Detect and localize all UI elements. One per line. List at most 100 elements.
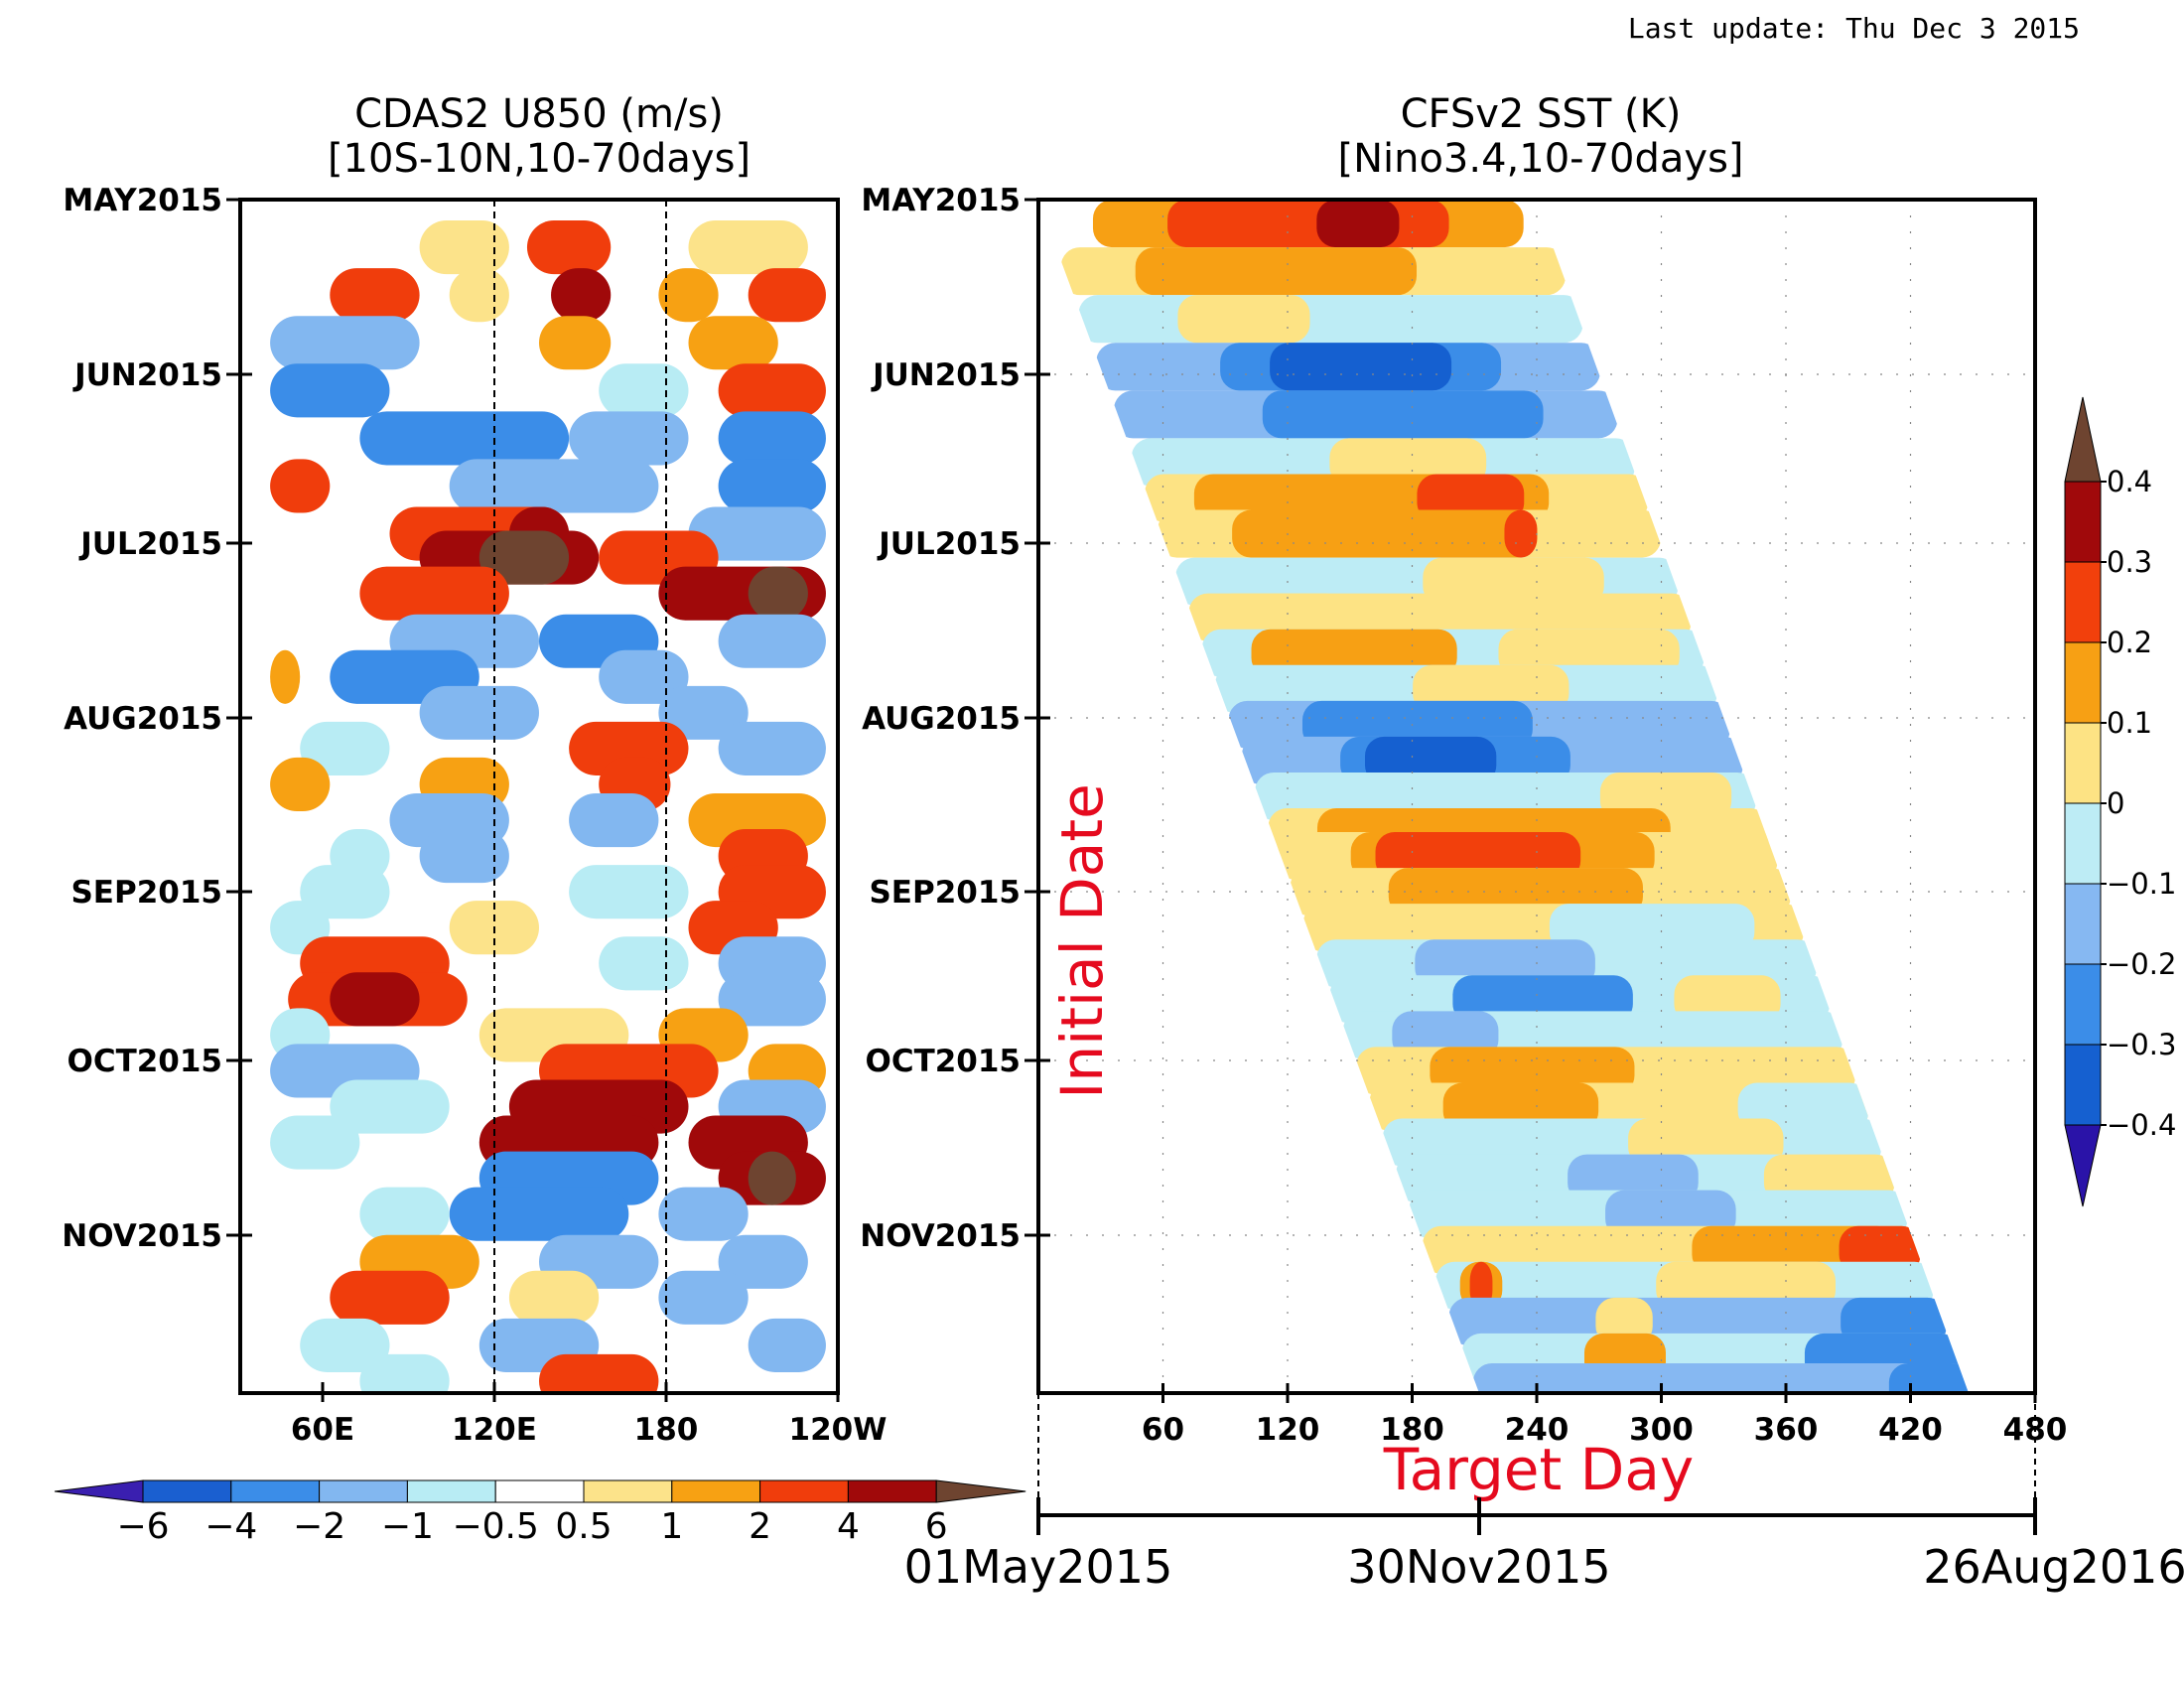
u850-ytick-label-4: SEP2015 <box>70 875 222 911</box>
sst-cell-29-2 <box>1841 1297 1947 1345</box>
u850-cell-3-2 <box>718 363 826 418</box>
u850-xtick-label-1: 120E <box>452 1412 537 1448</box>
sst-cell-29-0 <box>1448 1297 1947 1345</box>
sst-cbar-seg-5 <box>2064 883 2102 965</box>
u850-cell-2-1 <box>539 316 612 370</box>
u850-cell-16-0 <box>300 865 390 919</box>
u850-cbar-label-9: 6 <box>925 1506 948 1547</box>
u850-cell-29-1 <box>359 1353 450 1393</box>
sst-ytick-label-1: JUN2015 <box>871 357 1021 393</box>
u850-cell-16-1 <box>569 865 689 919</box>
sst-x-axis: 60 120 180 240 300 360 420 480 <box>1142 1383 2067 1448</box>
u850-cell-2-0 <box>270 316 420 370</box>
sst-cell-2-1 <box>1177 295 1310 344</box>
u850-cell-27-1 <box>508 1270 600 1325</box>
u850-ytick-label-2: JUL2015 <box>78 526 222 562</box>
u850-cell-28-0 <box>300 1318 390 1372</box>
u850-cell-1-0 <box>551 268 612 323</box>
sst-cbar-seg-1 <box>2064 561 2102 643</box>
u850-ytick-label-6: NOV2015 <box>62 1218 222 1254</box>
u850-cbar-label-8: 4 <box>837 1506 860 1547</box>
target-day-label: Target Day <box>1383 1436 1694 1503</box>
u850-cbar-seg-9 <box>847 1479 937 1503</box>
u850-y-axis: MAY2015 JUN2015 JUL2015 AUG2015 SEP2015 OCT20… <box>62 183 252 1254</box>
u850-xtick-label-0: 60E <box>291 1412 354 1448</box>
u850-xtick-label-2: 180 <box>634 1412 699 1448</box>
u850-cell-19-2 <box>718 972 826 1027</box>
sst-cell-6-2 <box>1417 474 1525 522</box>
u850-cell-12-0 <box>569 721 689 775</box>
sst-cbar-seg-2 <box>2064 641 2102 724</box>
u850-cbar-seg-6 <box>583 1479 673 1503</box>
u850-cell-12-2 <box>718 721 826 775</box>
u850-cbar-seg-2 <box>230 1479 321 1503</box>
u850-cell-4-2 <box>718 411 826 466</box>
u850-cell-25-1 <box>359 1187 450 1241</box>
u850-cbar-seg-5 <box>494 1479 585 1503</box>
sst-cbar-high-arrow <box>2064 396 2102 483</box>
u850-cbar-seg-3 <box>319 1479 408 1503</box>
u850-ytick-label-3: AUG2015 <box>64 701 222 737</box>
sst-cbar-label-4: 0 <box>2107 786 2124 820</box>
u850-subtitle: [10S-10N,10-70days] <box>328 136 751 182</box>
sst-cbar-label-7: −0.3 <box>2107 1028 2176 1061</box>
u850-cell-5-1 <box>449 459 659 513</box>
sst-y-axis: MAY2015 JUN2015 JUL2015 AUG2015 SEP2015 OCT20… <box>860 183 1050 1254</box>
u850-cbar-label-6: 1 <box>660 1506 683 1547</box>
sst-cbar-low-arrow <box>2064 1124 2102 1207</box>
u850-cell-25-0 <box>449 1187 629 1241</box>
u850-cbar-seg-7 <box>671 1479 761 1503</box>
sst-ytick-label-0: MAY2015 <box>861 183 1021 218</box>
sst-xtick-label-5: 360 <box>1754 1412 1819 1448</box>
sst-xtick-label-4: 300 <box>1629 1412 1694 1448</box>
u850-ytick-label-5: OCT2015 <box>67 1044 222 1079</box>
sst-cell-7-1 <box>1232 509 1538 558</box>
sst-cell-25-1 <box>1568 1154 1699 1202</box>
sst-cbar-label-6: −0.2 <box>2107 947 2176 981</box>
sst-cell-21-1 <box>1392 1011 1499 1059</box>
u850-cell-3-0 <box>270 363 390 418</box>
sst-cbar-label-1: 0.3 <box>2107 545 2152 579</box>
sst-cbar-seg-0 <box>2064 481 2102 563</box>
u850-cell-5-2 <box>718 459 826 513</box>
u850-cbar-label-2: −2 <box>293 1506 345 1547</box>
sst-cell-0-1 <box>1167 200 1449 248</box>
u850-cbar-label-0: −6 <box>116 1506 169 1547</box>
u850-cell-28-2 <box>748 1318 826 1372</box>
u850-cell-22-1 <box>330 1079 450 1134</box>
u850-cbar-seg-8 <box>759 1479 849 1503</box>
sst-cell-3-2 <box>1270 343 1452 391</box>
u850-cell-19-1 <box>330 972 420 1027</box>
initial-date-label: Initial Date <box>1048 783 1116 1099</box>
sst-cell-1-1 <box>1135 247 1418 296</box>
u850-cell-0-0 <box>526 220 612 275</box>
sst-cell-23-2 <box>1737 1082 1869 1131</box>
u850-cbar-high-arrow <box>935 1479 1026 1503</box>
u850-cbar-label-5: 0.5 <box>555 1506 612 1547</box>
u850-cell-0-2 <box>688 220 808 275</box>
sst-ytick-label-3: AUG2015 <box>862 701 1021 737</box>
u850-cell-26-2 <box>718 1234 808 1289</box>
u850-cell-12-1 <box>300 721 390 775</box>
sst-xtick-label-2: 180 <box>1380 1412 1444 1448</box>
sst-cell-31-0 <box>1472 1362 1969 1393</box>
sst-cbar-seg-3 <box>2064 722 2102 804</box>
sst-cell-27-2 <box>1839 1225 1921 1274</box>
sst-cell-25-2 <box>1763 1154 1895 1202</box>
sst-cell-23-1 <box>1442 1082 1599 1131</box>
u850-cell-4-0 <box>359 411 570 466</box>
u850-ytick-label-1: JUN2015 <box>72 357 222 393</box>
u850-cell-4-1 <box>569 411 689 466</box>
date-label-start: 01May2015 <box>904 1540 1173 1594</box>
sst-xtick-label-1: 120 <box>1256 1412 1320 1448</box>
u850-cell-1-4 <box>748 268 826 323</box>
sst-xtick-label-0: 60 <box>1142 1412 1184 1448</box>
sst-heatmap <box>1060 200 1969 1393</box>
u850-cbar-label-7: 2 <box>749 1506 771 1547</box>
last-update-text: Last update: Thu Dec 3 2015 <box>1628 12 2080 45</box>
u850-heatmap <box>240 200 838 1393</box>
sst-cell-2-0 <box>1078 295 1583 344</box>
sst-subtitle: [Nino3.4,10-70days] <box>1337 136 1743 182</box>
sst-cell-10-1 <box>1251 629 1457 677</box>
u850-cell-1-3 <box>658 268 719 323</box>
